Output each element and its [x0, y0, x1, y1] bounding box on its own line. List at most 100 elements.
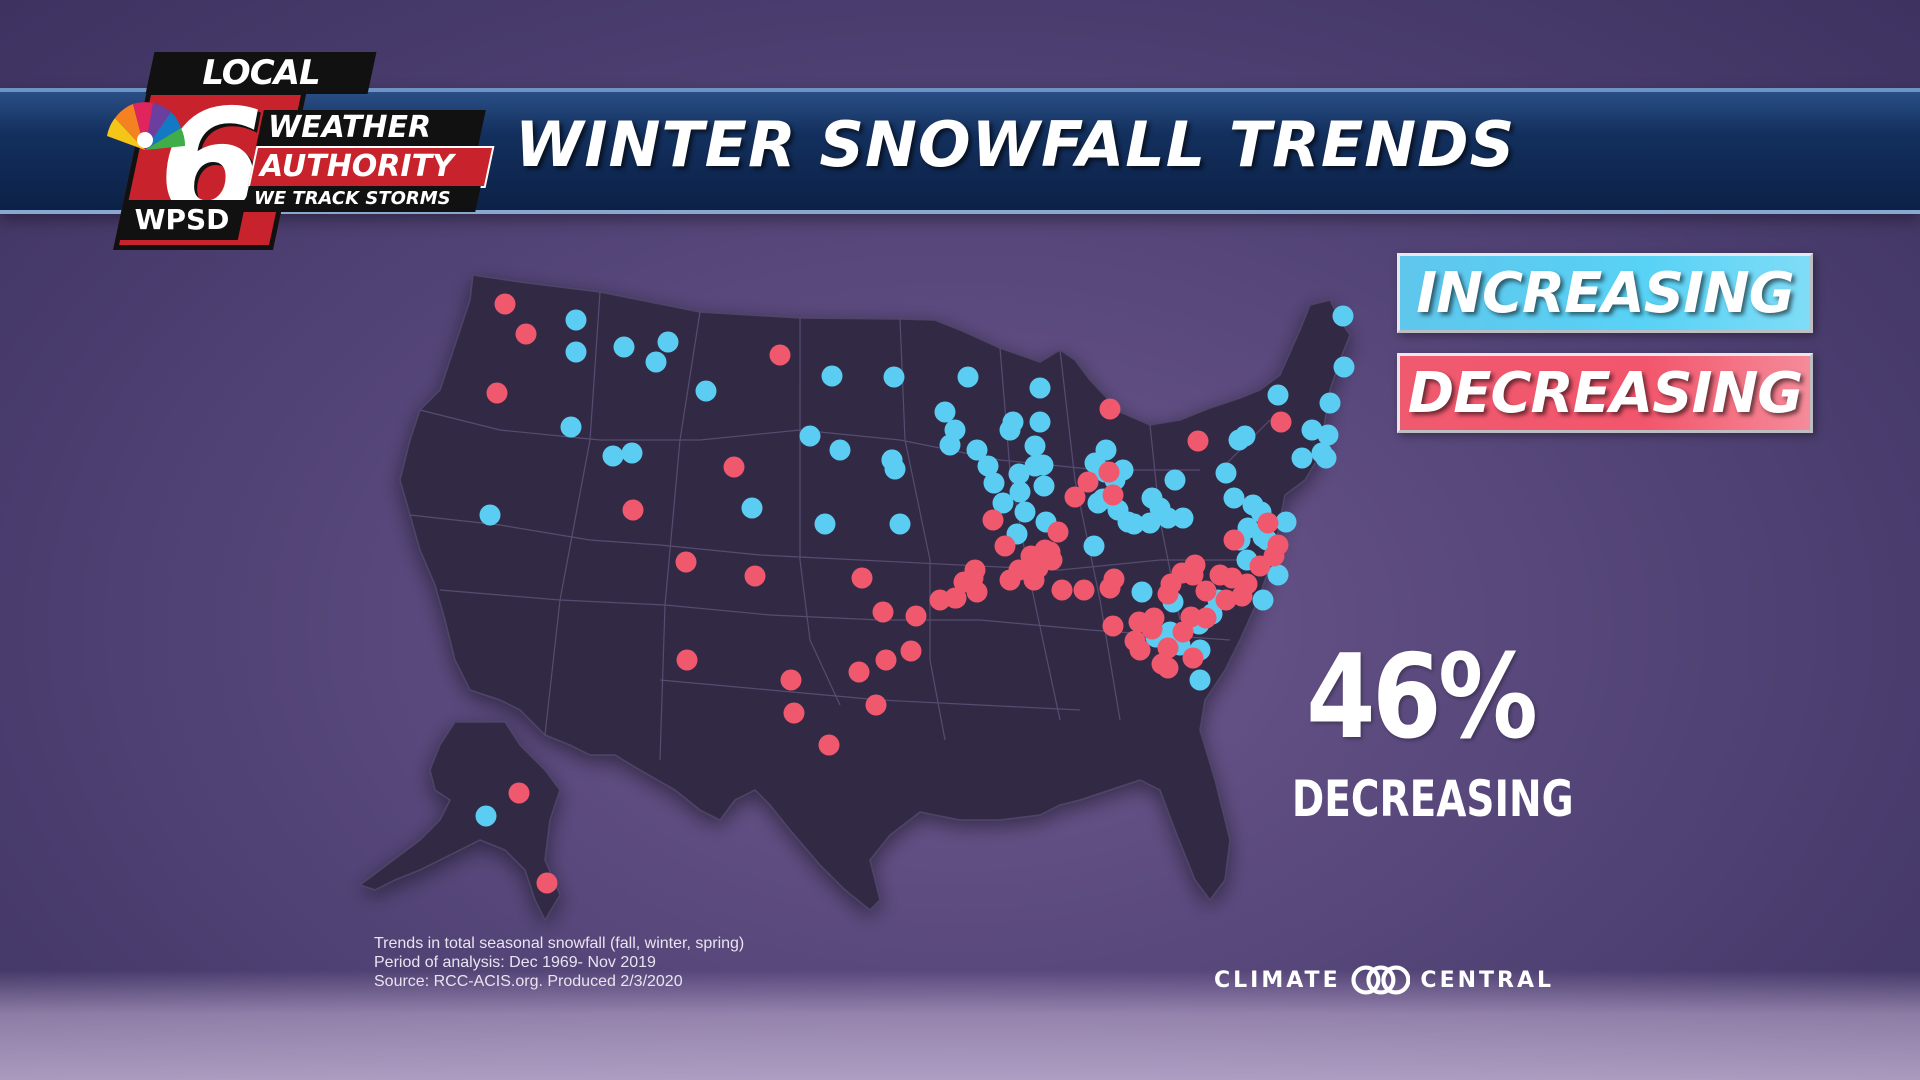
- station-decreasing: [1270, 411, 1292, 433]
- footnote-line: Period of analysis: Dec 1969- Nov 2019: [374, 954, 656, 971]
- station-decreasing: [1195, 580, 1217, 602]
- station-decreasing: [1195, 607, 1217, 629]
- alaska-shape: [358, 721, 561, 922]
- station-increasing: [1275, 511, 1297, 533]
- contiguous-us-shape: [399, 274, 1351, 912]
- station-increasing: [657, 331, 679, 353]
- station-increasing: [1157, 507, 1179, 529]
- station-increasing: [883, 366, 905, 388]
- station-decreasing: [723, 456, 745, 478]
- percent-label: DECREASING: [1291, 770, 1574, 828]
- station-decreasing: [1064, 486, 1086, 508]
- station-increasing: [602, 445, 624, 467]
- station-decreasing: [982, 509, 1004, 531]
- station-decreasing: [966, 581, 988, 603]
- background-floor: [0, 970, 1920, 1080]
- station-decreasing: [1157, 637, 1179, 659]
- station-increasing: [881, 449, 903, 471]
- station-increasing: [1014, 501, 1036, 523]
- station-increasing: [1267, 384, 1289, 406]
- station-increasing: [799, 425, 821, 447]
- station-decreasing: [994, 535, 1016, 557]
- credit-right: CENTRAL: [1420, 967, 1554, 993]
- station-decreasing: [486, 382, 508, 404]
- station-decreasing: [851, 567, 873, 589]
- station-decreasing: [865, 694, 887, 716]
- station-decreasing: [872, 601, 894, 623]
- station-decreasing: [536, 872, 558, 894]
- station-increasing: [1315, 447, 1337, 469]
- station-decreasing: [1143, 607, 1165, 629]
- footnote: Trends in total seasonal snowfall (fall,…: [374, 934, 744, 991]
- station-decreasing: [1172, 621, 1194, 643]
- page-title: WINTER SNOWFALL TRENDS: [515, 108, 1516, 181]
- station-decreasing: [1073, 579, 1095, 601]
- station-increasing: [1223, 487, 1245, 509]
- station-increasing: [1029, 411, 1051, 433]
- station-decreasing: [783, 702, 805, 724]
- station-increasing: [695, 380, 717, 402]
- station-decreasing: [780, 669, 802, 691]
- station-increasing: [1032, 454, 1054, 476]
- station-increasing: [479, 504, 501, 526]
- station-increasing: [1095, 439, 1117, 461]
- station-decreasing: [1034, 539, 1056, 561]
- station-decreasing: [1051, 579, 1073, 601]
- station-decreasing: [1182, 647, 1204, 669]
- station-increasing: [1189, 669, 1211, 691]
- climate-central-logo: CLIMATE CENTRAL: [1214, 960, 1554, 1000]
- credit-left: CLIMATE: [1214, 967, 1341, 993]
- station-decreasing: [1223, 529, 1245, 551]
- station-increasing: [829, 439, 851, 461]
- station-increasing: [1317, 424, 1339, 446]
- station-increasing: [1228, 429, 1250, 451]
- station-decreasing: [999, 569, 1021, 591]
- station-decreasing: [875, 649, 897, 671]
- station-increasing: [1252, 589, 1274, 611]
- legend-increasing: INCREASING: [1397, 253, 1813, 333]
- station-decreasing: [905, 605, 927, 627]
- station-increasing: [966, 439, 988, 461]
- station-increasing: [565, 309, 587, 331]
- station-decreasing: [818, 734, 840, 756]
- station-increasing: [1319, 392, 1341, 414]
- station-increasing: [889, 513, 911, 535]
- station-increasing: [1301, 419, 1323, 441]
- station-decreasing: [1023, 569, 1045, 591]
- footnote-line: Trends in total seasonal snowfall (fall,…: [374, 935, 745, 952]
- station-decreasing: [1160, 573, 1182, 595]
- logo-callsign: WPSD: [117, 200, 247, 240]
- station-increasing: [1083, 535, 1105, 557]
- station-increasing: [1131, 581, 1153, 603]
- station-decreasing: [1187, 430, 1209, 452]
- station-decreasing: [744, 565, 766, 587]
- station-decreasing: [900, 640, 922, 662]
- station-decreasing: [848, 661, 870, 683]
- station-decreasing: [1257, 512, 1279, 534]
- station-increasing: [821, 365, 843, 387]
- station-decreasing: [1129, 639, 1151, 661]
- station-increasing: [645, 351, 667, 373]
- station-increasing: [999, 419, 1021, 441]
- station-decreasing: [769, 344, 791, 366]
- station-increasing: [939, 434, 961, 456]
- station-decreasing: [494, 293, 516, 315]
- station-decreasing: [1236, 573, 1258, 595]
- station-decreasing: [1077, 471, 1099, 493]
- station-decreasing: [1099, 398, 1121, 420]
- station-increasing: [1291, 447, 1313, 469]
- station-increasing: [814, 513, 836, 535]
- station-increasing: [621, 442, 643, 464]
- station-increasing: [565, 341, 587, 363]
- station-increasing: [613, 336, 635, 358]
- percent-value: 46%: [1306, 630, 1538, 765]
- station-decreasing: [1267, 534, 1289, 556]
- station-decreasing: [622, 499, 644, 521]
- station-increasing: [475, 805, 497, 827]
- station-increasing: [741, 497, 763, 519]
- station-decreasing: [1102, 615, 1124, 637]
- station-decreasing: [1103, 568, 1125, 590]
- station-decreasing: [1215, 589, 1237, 611]
- station-logo: LOCAL 6 WPSD WEATHER AUTHORITY WE TRACK …: [100, 50, 495, 252]
